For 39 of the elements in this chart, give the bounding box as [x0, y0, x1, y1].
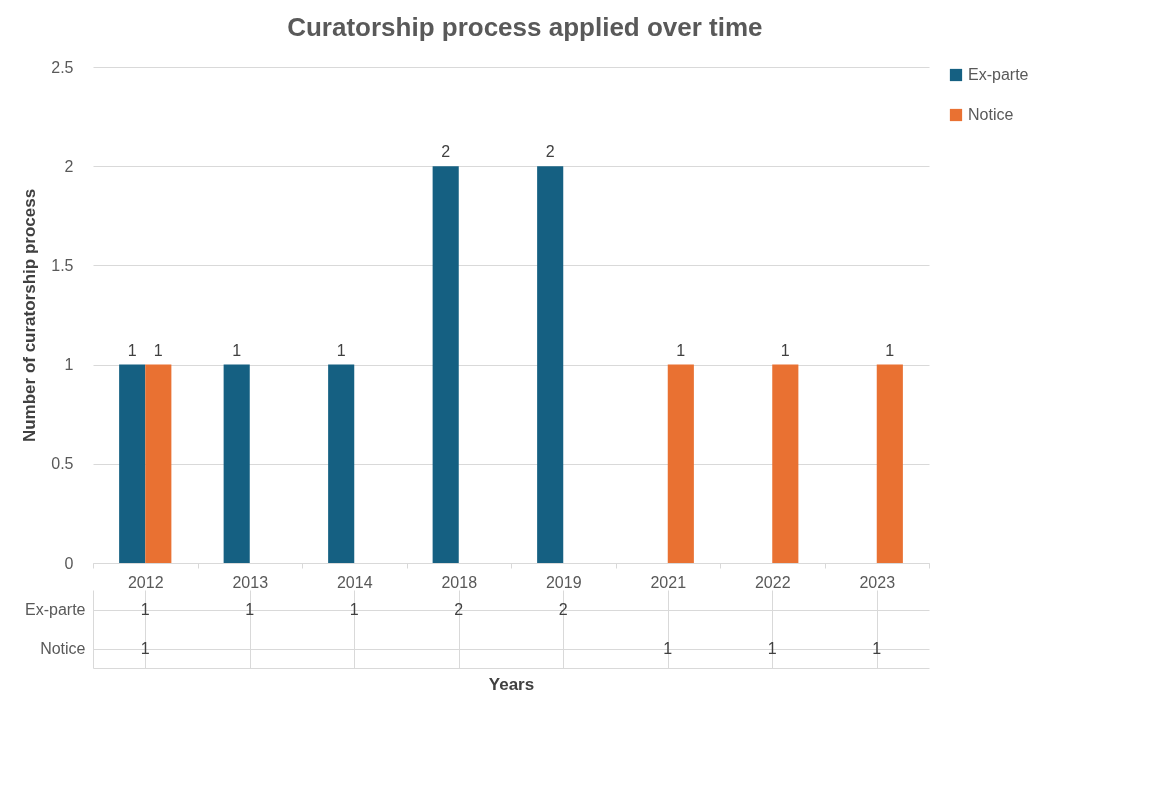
text: 1	[245, 600, 255, 618]
x-tick-label: 2014	[336, 573, 373, 591]
data-label: 1	[232, 341, 242, 359]
data-label: 1	[336, 341, 346, 359]
text: 1	[140, 600, 150, 618]
x-tick-label: 2019	[545, 573, 582, 591]
data-label: 1	[153, 341, 163, 359]
x-tick-label: 2023	[859, 573, 896, 591]
data-label: 1	[127, 341, 137, 359]
y-tick-label: 0	[64, 554, 74, 572]
legend-label: Ex-parte	[968, 66, 1029, 83]
x-tick-label: 2022	[754, 573, 791, 591]
y-tick-label: 2.5	[51, 58, 74, 76]
y-tick-label: 1.5	[51, 256, 74, 274]
data-label: 1	[676, 341, 686, 359]
x-tick-label: 2018	[441, 573, 478, 591]
text: 1	[872, 639, 882, 657]
text: 1	[140, 639, 150, 657]
text: 1	[663, 639, 673, 657]
y-tick-label: 1	[64, 356, 74, 374]
chart-title: Curatorship process applied over time	[287, 12, 763, 42]
x-tick-label: 2013	[232, 573, 269, 591]
x-axis-title: Years	[488, 674, 535, 694]
x-tick-label: 2012	[127, 573, 164, 591]
legend-label: Notice	[968, 106, 1014, 123]
x-tick-label: 2021	[650, 573, 687, 591]
y-axis-title: Number of curatorship process	[20, 188, 40, 443]
text: 2	[558, 600, 568, 618]
text: 1	[349, 600, 359, 618]
y-tick-label: 0.5	[51, 455, 74, 473]
text: 1	[767, 639, 777, 657]
data-label: 2	[441, 143, 451, 161]
text: 2	[454, 600, 464, 618]
data-label: 1	[885, 341, 895, 359]
text: Notice	[40, 640, 86, 657]
text: Ex-parte	[25, 601, 86, 618]
y-tick-label: 2	[64, 157, 74, 175]
data-label: 2	[545, 143, 555, 161]
data-label: 1	[780, 341, 790, 359]
